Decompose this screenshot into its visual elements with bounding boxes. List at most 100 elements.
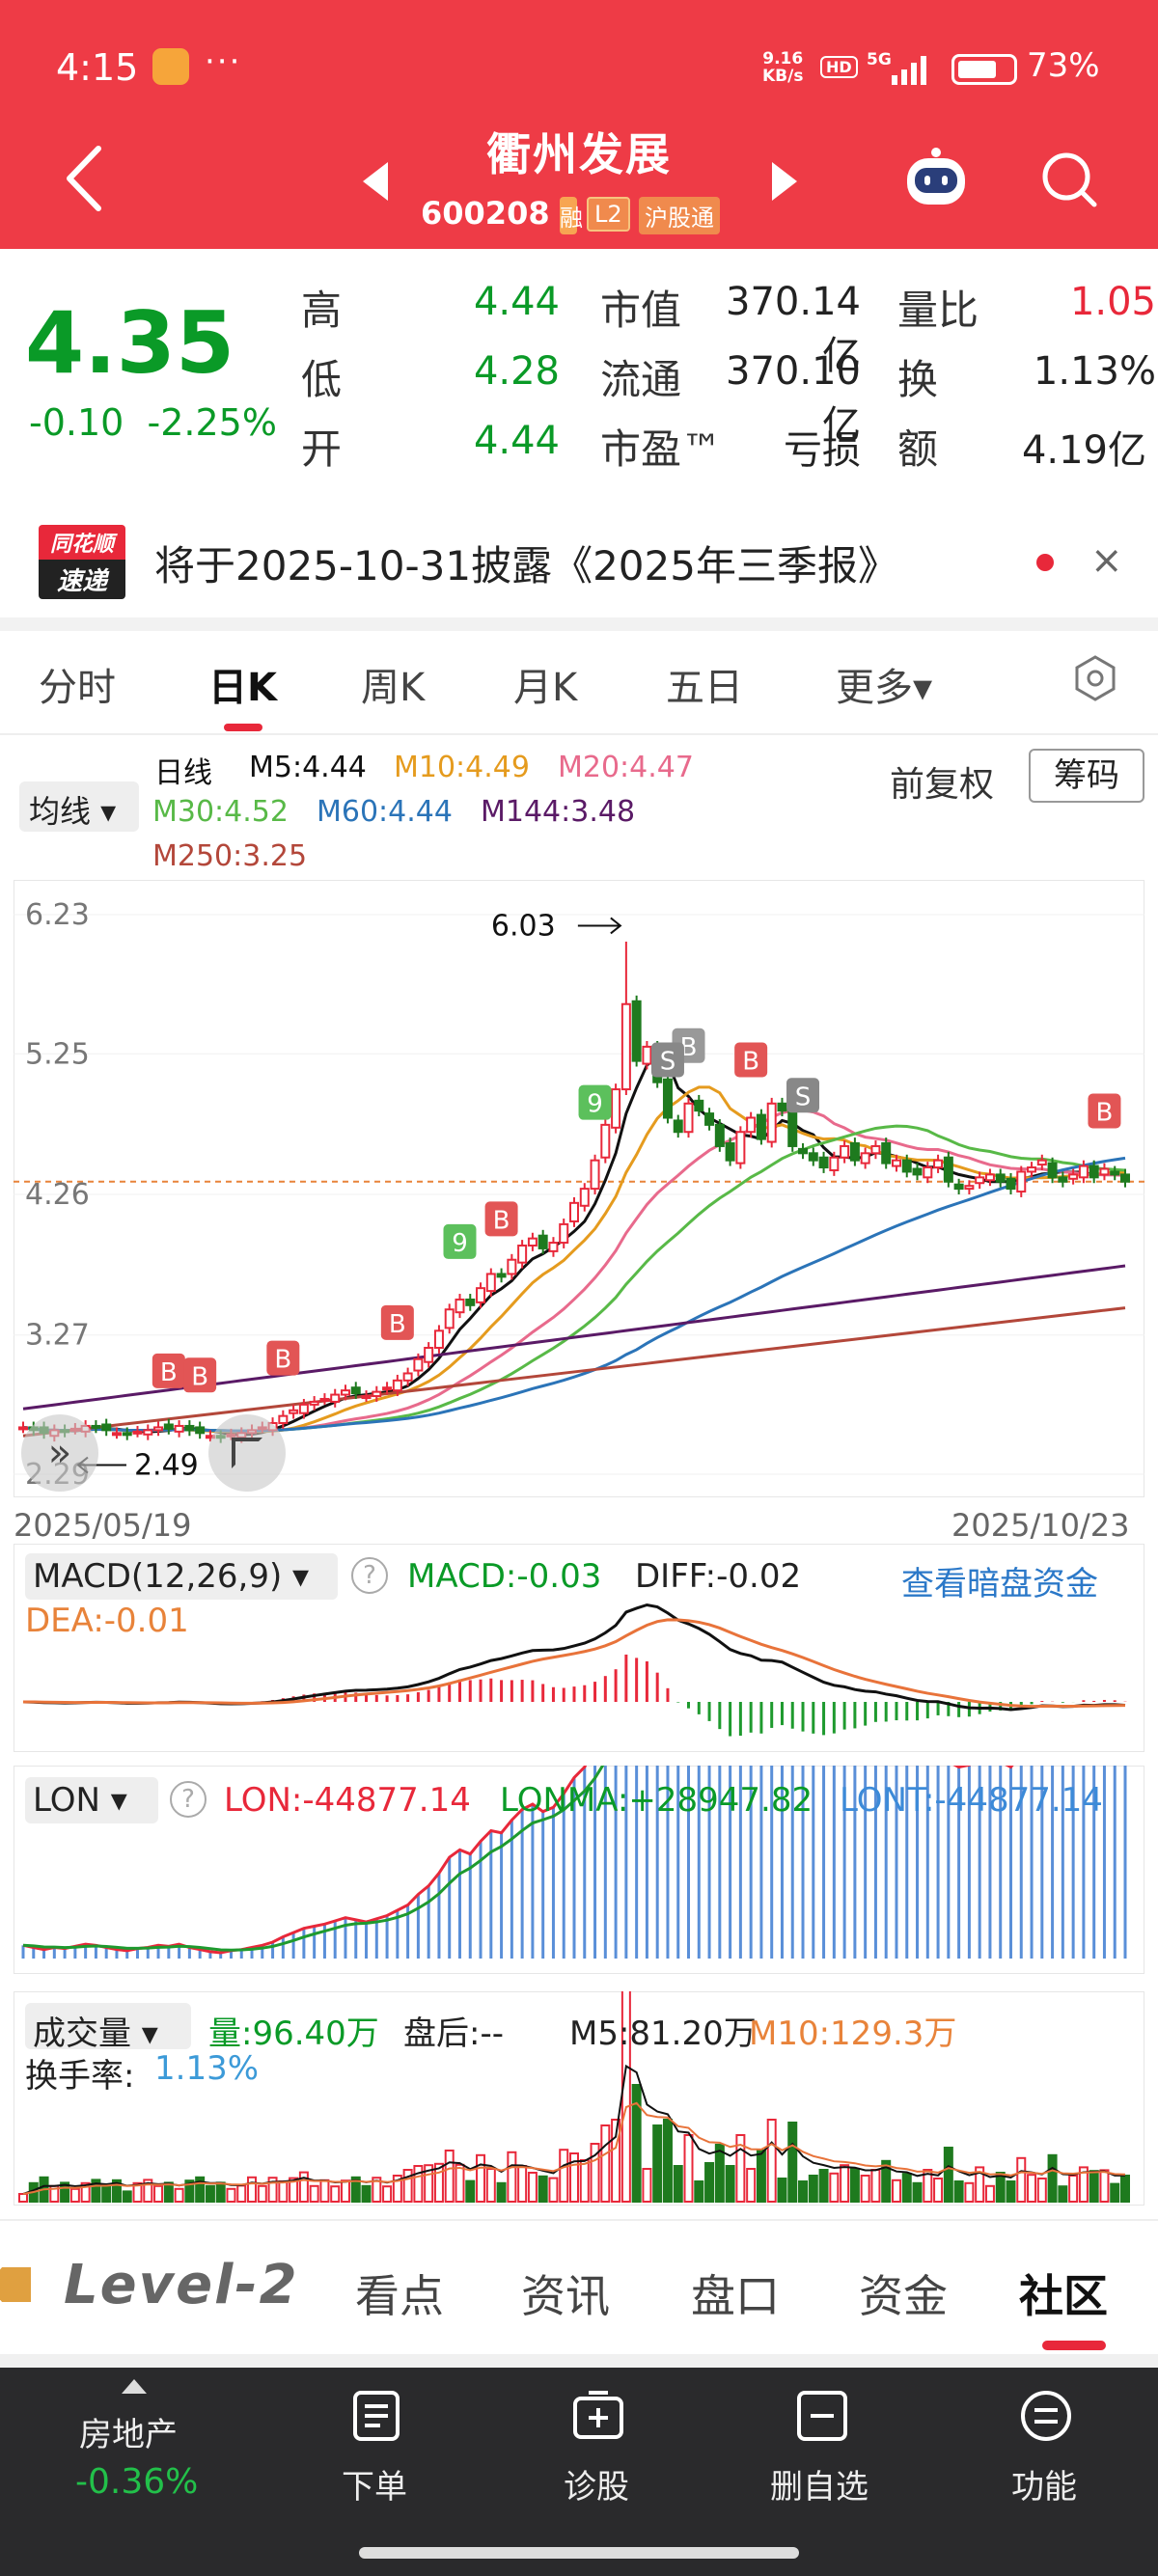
functions-label[interactable]: 功能	[1011, 2468, 1077, 2507]
volume-bar	[590, 2143, 600, 2203]
sector-name[interactable]: 房地产	[79, 2416, 178, 2454]
volume-bar	[579, 2159, 590, 2203]
tab-community[interactable]: 社区	[1019, 2270, 1108, 2322]
volume-bar	[444, 2150, 455, 2203]
candle-body	[372, 1390, 382, 1398]
low-value: 4.28	[473, 349, 560, 394]
notice-text[interactable]: 将于2025-10-31披露《2025年三季报》	[154, 542, 898, 589]
tab-intraday[interactable]: 分时	[39, 666, 116, 710]
candle-body	[746, 1116, 757, 1134]
unread-dot	[1036, 554, 1054, 571]
current-price: 4.35	[25, 293, 235, 393]
order-label[interactable]: 下单	[342, 2468, 407, 2507]
hd-icon: HD	[820, 56, 858, 78]
volume-bar	[766, 2119, 777, 2203]
candle-body	[195, 1426, 206, 1435]
candle-body	[943, 1156, 953, 1183]
tab-monthly-k[interactable]: 月K	[513, 666, 578, 710]
sector-expand-icon[interactable]	[122, 2379, 147, 2394]
ai-robot-icon[interactable]	[901, 147, 971, 208]
volume-bar	[289, 2177, 299, 2204]
price-adjust-option[interactable]: 前复权	[890, 765, 995, 805]
volume-bar	[860, 2175, 870, 2203]
candle-body	[912, 1167, 923, 1176]
candle-body	[184, 1424, 195, 1432]
bottom-tabs-divider	[0, 2219, 1158, 2221]
volume-bar	[433, 2162, 444, 2204]
volume-indicator-select[interactable]: 成交量 ▾	[25, 2003, 191, 2053]
stock-code: 600208	[421, 195, 550, 232]
candle-body	[548, 1242, 559, 1252]
volume-bar	[402, 2169, 413, 2203]
candle-body	[611, 1088, 621, 1129]
tab-news[interactable]: 资讯	[521, 2270, 610, 2322]
diff-value: DIFF:-0.02	[635, 1557, 802, 1596]
candle-body	[413, 1357, 424, 1372]
dark-pool-link[interactable]: 查看暗盘资金	[901, 1565, 1098, 1603]
after-hours-value: 盘后:--	[403, 2014, 504, 2053]
home-indicator[interactable]	[359, 2547, 799, 2559]
volume-bar	[382, 2185, 393, 2203]
macd-indicator-select[interactable]: MACD(12,26,9) ▾	[25, 1553, 338, 1600]
candle-body	[143, 1429, 153, 1436]
volume-bar	[174, 2187, 184, 2204]
low-label: 低	[301, 356, 343, 403]
candle-body	[517, 1244, 528, 1264]
volume-bar	[829, 2172, 840, 2204]
lon-indicator-select[interactable]: LON ▾	[25, 1777, 158, 1823]
candle-body	[278, 1414, 289, 1425]
tab-daily-k[interactable]: 日K	[208, 666, 277, 710]
volume-bar	[319, 2179, 330, 2204]
volume-bar	[798, 2180, 809, 2203]
volume-bar	[195, 2176, 206, 2204]
candle-body	[901, 1159, 912, 1173]
candle-body	[829, 1156, 840, 1171]
signal-marker	[380, 1304, 414, 1340]
next-stock-icon[interactable]	[772, 162, 797, 201]
level2-icon	[0, 2267, 31, 2302]
chart-settings-icon[interactable]	[1071, 654, 1119, 702]
macd-help-icon[interactable]: ?	[351, 1557, 388, 1594]
diagnose-icon[interactable]	[571, 2389, 625, 2443]
network-speed: 9.16 KB/s	[762, 49, 804, 86]
amount-value: 4.19亿	[1021, 428, 1146, 473]
candle-body	[289, 1409, 299, 1414]
candle-body	[673, 1119, 683, 1134]
remove-watchlist-label[interactable]: 删自选	[770, 2468, 868, 2507]
ma250-line	[22, 1306, 1126, 1438]
tab-funds[interactable]: 资金	[859, 2270, 948, 2322]
volume-bar	[392, 2175, 402, 2203]
chip-distribution-button[interactable]: 筹码	[1029, 749, 1144, 803]
lon-help-icon[interactable]: ?	[170, 1781, 207, 1818]
remove-watchlist-icon[interactable]	[795, 2389, 849, 2443]
volume-bar	[1027, 2174, 1037, 2203]
tab-level2[interactable]: Level-2	[64, 2254, 299, 2316]
mktcap-label: 市值	[600, 287, 682, 334]
volume-bar	[205, 2184, 215, 2204]
prev-stock-icon[interactable]	[363, 162, 388, 201]
candle-body	[455, 1298, 465, 1314]
ma-indicator-select[interactable]: 均线 ▾	[19, 781, 139, 832]
back-icon[interactable]	[60, 143, 110, 214]
order-icon[interactable]	[349, 2389, 403, 2443]
diagnose-label[interactable]: 诊股	[564, 2468, 629, 2507]
collapse-sidebar-icon[interactable]: »	[21, 1414, 98, 1492]
volume-bar	[111, 2179, 122, 2204]
volume-bar	[236, 2184, 247, 2203]
tab-order-book[interactable]: 盘口	[691, 2270, 780, 2322]
volume-bar	[870, 2169, 881, 2203]
functions-icon[interactable]	[1019, 2389, 1073, 2443]
tab-highlights[interactable]: 看点	[355, 2270, 444, 2322]
search-icon[interactable]	[1040, 151, 1098, 208]
signal-label: B	[389, 1310, 406, 1339]
volume-bar	[527, 2172, 538, 2203]
tab-weekly-k[interactable]: 周K	[361, 666, 426, 710]
candle-body	[798, 1147, 809, 1155]
notice-close-button[interactable]: ×	[1090, 538, 1123, 583]
candle-body	[1036, 1159, 1047, 1166]
fullscreen-icon[interactable]	[208, 1414, 286, 1492]
tab-five-day[interactable]: 五日	[666, 666, 743, 710]
tab-more[interactable]: 更多▾	[836, 666, 933, 710]
section-divider	[0, 617, 1158, 631]
